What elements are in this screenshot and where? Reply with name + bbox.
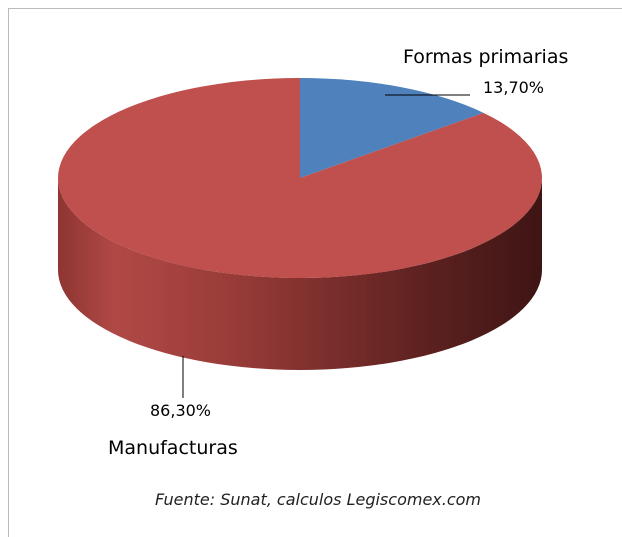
slice — [57, 78, 542, 278]
source-note: Fuente: Sunat, calculos Legiscomex.com — [155, 490, 481, 509]
slice-label: Formas primarias — [403, 46, 568, 68]
value-label: 86,30% — [150, 401, 211, 420]
slice — [300, 78, 484, 178]
slice-label: Manufacturas — [108, 437, 238, 459]
frame — [8, 8, 622, 537]
slice-side — [58, 178, 542, 370]
pie — [57, 78, 542, 370]
value-label: 13,70% — [483, 78, 544, 97]
